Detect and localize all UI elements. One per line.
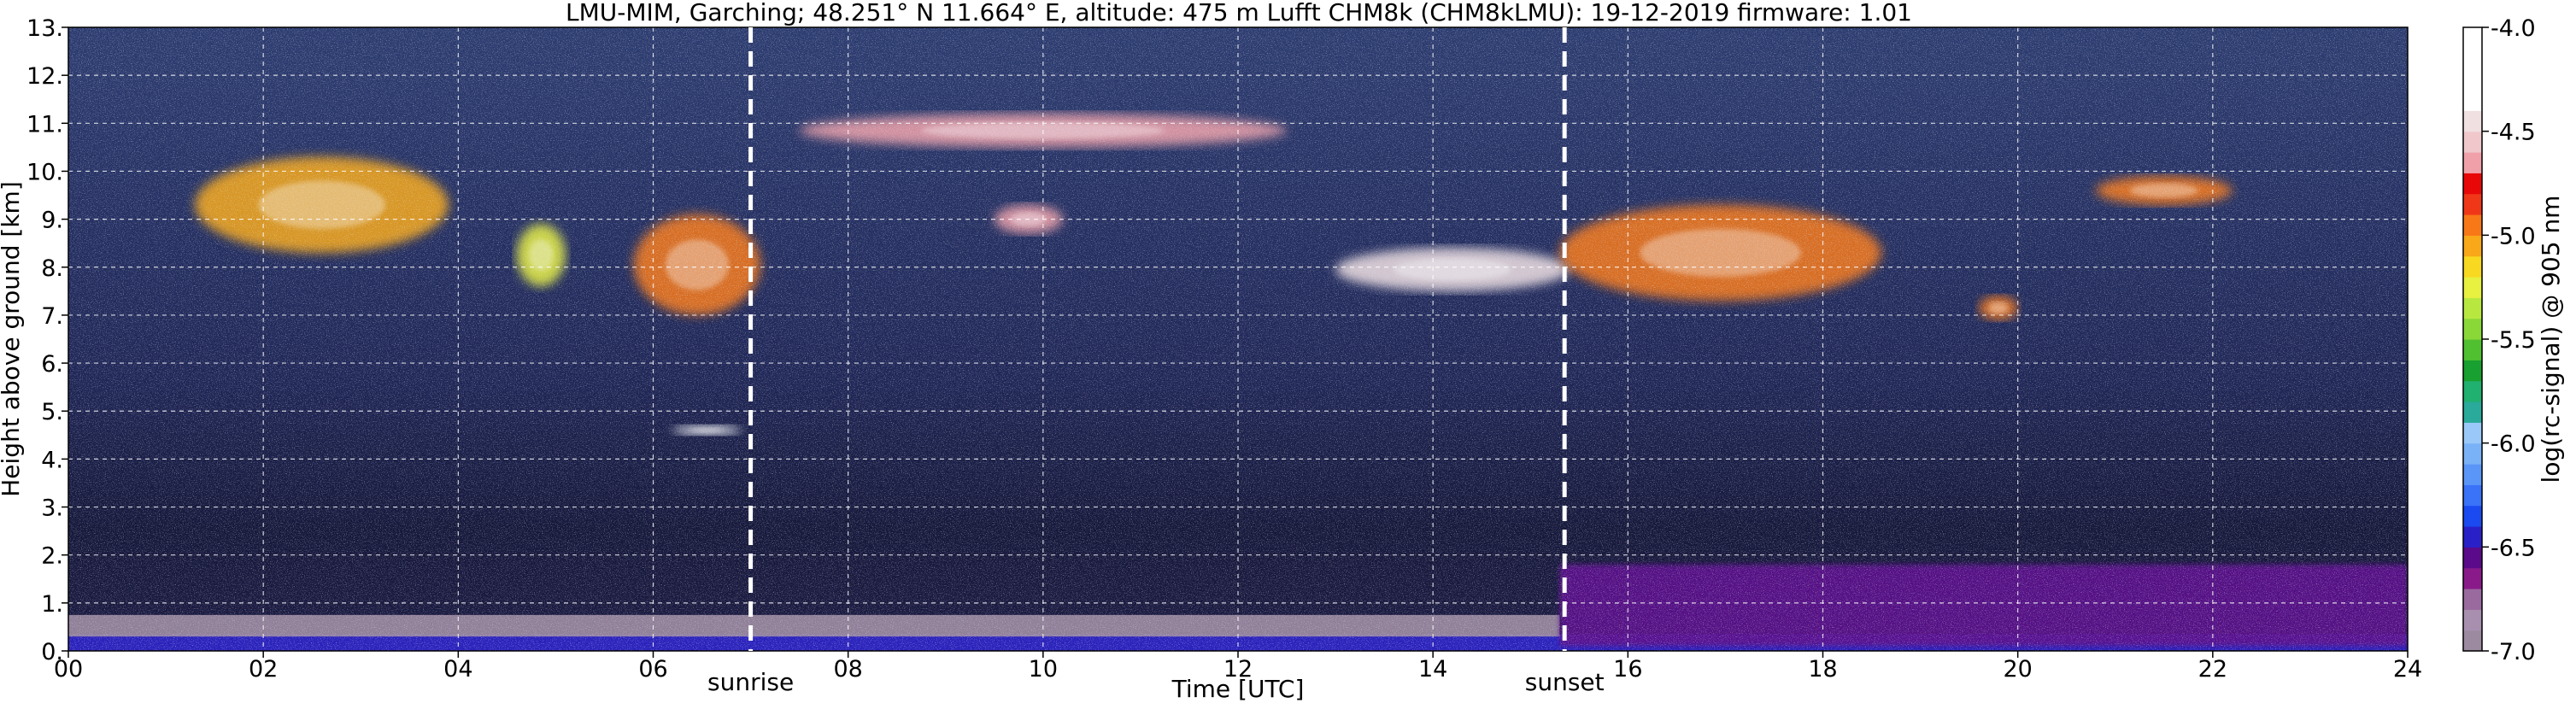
colorbar-swatch <box>2463 297 2482 319</box>
y-tick-label: 11. <box>26 111 63 138</box>
y-tick-label: 1. <box>41 591 63 618</box>
x-tick-label: 22 <box>2198 656 2227 683</box>
colorbar-swatch <box>2463 214 2482 236</box>
colorbar-swatch <box>2463 505 2482 527</box>
colorbar-swatch <box>2463 422 2482 444</box>
y-tick-label: 6. <box>41 351 63 378</box>
colorbar-swatch <box>2463 152 2482 173</box>
colorbar-swatch <box>2463 567 2482 589</box>
colorbar-swatch <box>2463 193 2482 215</box>
y-tick-label: 4. <box>41 447 63 473</box>
colorbar-swatch <box>2463 380 2482 402</box>
colorbar-swatch <box>2463 318 2482 340</box>
colorbar-swatch <box>2463 90 2482 111</box>
colorbar-swatch <box>2463 630 2482 652</box>
colorbar-swatch <box>2463 442 2482 465</box>
colorbar-swatch <box>2463 255 2482 278</box>
x-tick-label: 20 <box>2003 656 2032 683</box>
colorbar-swatch <box>2463 27 2482 49</box>
y-axis: 0. 1. 2. 3. 4. 5. 6. 7. 8. 9. 10. 11. 12. 13. <box>26 15 68 665</box>
y-axis-label: Height above ground [km] <box>0 181 25 497</box>
colorbar-tick-label: -5.0 <box>2491 223 2536 249</box>
y-tick-label: 8. <box>41 255 63 282</box>
colorbar-swatch <box>2463 68 2482 91</box>
annotation-label-0: sunrise <box>707 668 794 696</box>
colorbar-label: log(rc-signal) @ 905 nm <box>2537 196 2565 483</box>
annotation-label-1: sunset <box>1525 668 1605 696</box>
y-tick-label: 9. <box>41 208 63 234</box>
colorbar-swatch <box>2463 110 2482 132</box>
y-tick-label: 3. <box>41 495 63 522</box>
x-tick-label: 18 <box>1808 656 1837 683</box>
x-tick-label: 00 <box>54 656 83 683</box>
colorbar-swatch <box>2463 464 2482 485</box>
x-tick-label: 02 <box>249 656 278 683</box>
colorbar-tick-label: -4.5 <box>2491 120 2536 146</box>
y-tick-label: 13. <box>26 15 63 42</box>
colorbar-swatch <box>2463 609 2482 631</box>
colorbar-swatch <box>2463 589 2482 610</box>
colorbar-tick-label: -6.0 <box>2491 431 2536 458</box>
colorbar-swatch <box>2463 173 2482 195</box>
y-tick-label: 0. <box>41 639 63 665</box>
colorbar-swatch <box>2463 526 2482 548</box>
colorbar-tick-label: -7.0 <box>2491 639 2536 665</box>
x-tick-label: 14 <box>1418 656 1447 683</box>
plot-area <box>68 27 2408 651</box>
x-tick-label: 06 <box>638 656 667 683</box>
x-axis: 00 02 04 06 08 10 12 14 16 18 20 22 24 <box>54 651 2422 683</box>
grid-lines <box>68 27 2408 651</box>
colorbar-tick-label: -6.5 <box>2491 535 2536 561</box>
x-tick-label: 12 <box>1223 656 1253 683</box>
colorbar-swatch <box>2463 360 2482 382</box>
colorbar-swatch <box>2463 484 2482 507</box>
colorbar-swatch <box>2463 235 2482 257</box>
colorbar-swatch <box>2463 48 2482 70</box>
colorbar-swatch <box>2463 401 2482 423</box>
x-tick-label: 24 <box>2393 656 2422 683</box>
y-tick-label: 12. <box>26 63 63 90</box>
x-tick-label: 16 <box>1613 656 1642 683</box>
colorbar-swatch <box>2463 277 2482 298</box>
annotations: sunrise sunset <box>707 27 1605 696</box>
y-tick-label: 2. <box>41 543 63 570</box>
y-tick-label: 5. <box>41 399 63 425</box>
colorbar-swatch <box>2463 547 2482 569</box>
colorbar-swatch <box>2463 339 2482 360</box>
x-axis-label: Time [UTC] <box>1171 675 1305 703</box>
x-tick-label: 10 <box>1029 656 1058 683</box>
colorbar: -4.0 -4.5 -5.0 -5.5 -6.0 -6.5 -7.0 <box>2462 15 2536 665</box>
chart-title: LMU-MIM, Garching; 48.251° N 11.664° E, … <box>566 0 1912 26</box>
x-tick-label: 08 <box>833 656 862 683</box>
x-tick-label: 04 <box>443 656 472 683</box>
colorbar-tick-label: -5.5 <box>2491 327 2536 354</box>
colorbar-swatch <box>2463 131 2482 153</box>
y-tick-label: 7. <box>41 303 63 330</box>
colorbar-tick-label: -4.0 <box>2491 15 2536 42</box>
y-tick-label: 10. <box>26 159 63 185</box>
